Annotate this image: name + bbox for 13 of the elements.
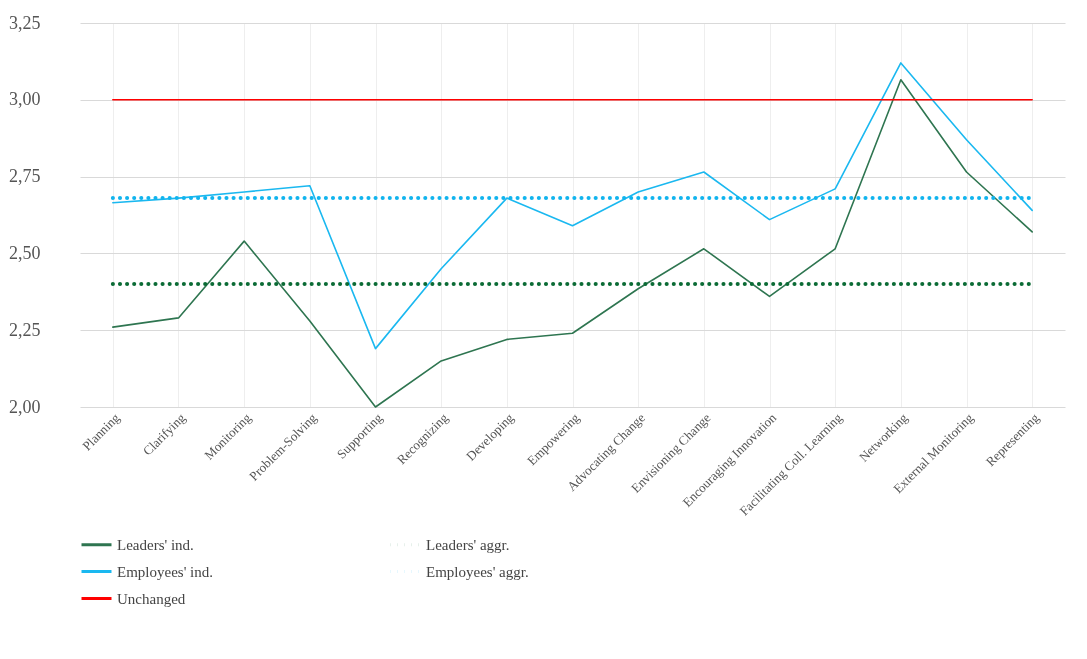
y-tick-label: 2,00 xyxy=(9,396,41,417)
y-tick-label: 2,75 xyxy=(9,166,41,187)
y-tick-label: 3,25 xyxy=(9,12,41,33)
line-series xyxy=(112,62,1033,350)
y-tick-label: 2,50 xyxy=(9,242,41,263)
legend-label: Leaders' ind. xyxy=(117,536,194,553)
legend-label: Leaders' aggr. xyxy=(426,536,510,553)
y-tick-label: 2,25 xyxy=(9,319,41,340)
line-series xyxy=(112,79,1033,408)
legend-label: Unchanged xyxy=(117,590,186,607)
legend-label: Employees' ind. xyxy=(117,563,214,580)
y-tick-label: 3,00 xyxy=(9,89,41,110)
legend-label: Employees' aggr. xyxy=(426,563,529,580)
